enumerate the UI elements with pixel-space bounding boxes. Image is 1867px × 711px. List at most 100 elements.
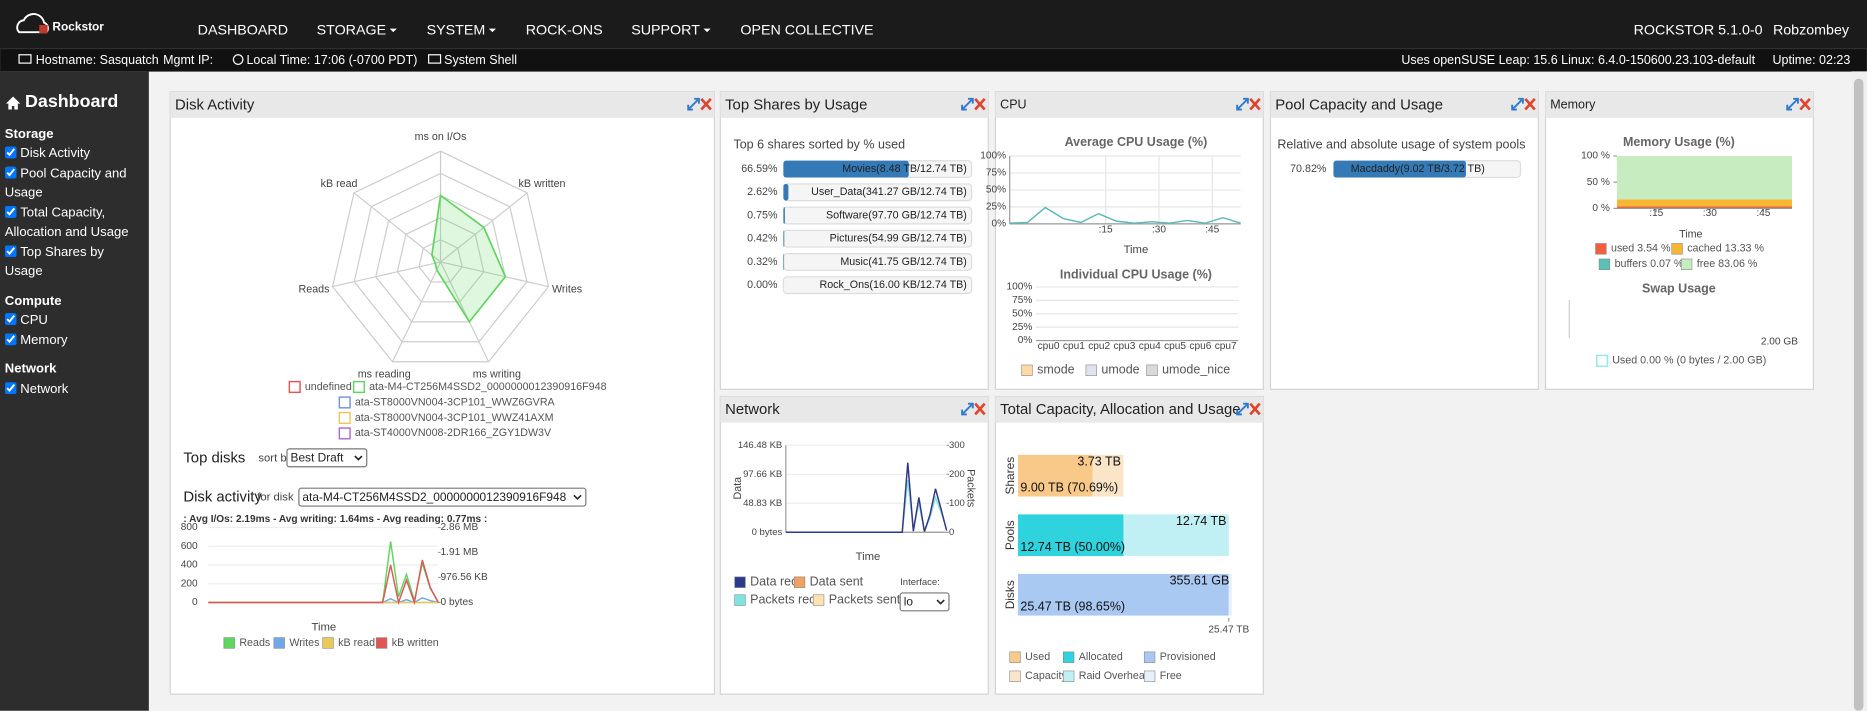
scroll-thumb[interactable] — [1853, 78, 1864, 711]
caret — [703, 28, 711, 33]
area-band — [1616, 155, 1792, 200]
close-button[interactable] — [974, 97, 986, 111]
y-tick-label: 146.48 KB — [738, 440, 782, 451]
home-icon — [5, 96, 21, 110]
close-button[interactable] — [1249, 402, 1261, 416]
nav-link[interactable]: STORAGE — [317, 23, 387, 39]
nav-link[interactable]: ROCK-ONS — [526, 23, 603, 39]
row-label: Disks — [1003, 580, 1017, 609]
sidebar-title: Dashboard — [5, 92, 146, 113]
y-tick-label: 0 % — [1592, 203, 1609, 214]
user-menu[interactable]: Robzombey — [1773, 23, 1850, 39]
expand-button[interactable] — [687, 97, 700, 111]
radar-spoke — [332, 261, 441, 288]
widget-toggle[interactable]: Total Capacity, Allocation and Usage — [4, 203, 146, 242]
checkbox[interactable] — [4, 381, 17, 394]
widget-toggle[interactable]: Network — [4, 379, 146, 399]
legend-label: umode_nice — [1162, 363, 1230, 377]
widget-toggle[interactable]: Pool Capacity and Usage — [4, 164, 146, 203]
widget — [169, 91, 716, 695]
expand-button[interactable] — [961, 97, 974, 111]
expand-button[interactable] — [1786, 97, 1799, 111]
legend-swatch — [1009, 651, 1021, 663]
legend-label: undefined — [305, 381, 352, 393]
y2-tick-label: 200 — [949, 469, 965, 480]
widget-toggle[interactable]: CPU — [4, 311, 146, 331]
widget-title: Memory — [1550, 98, 1596, 112]
close-button[interactable] — [700, 97, 712, 111]
interface-select[interactable] — [899, 592, 950, 612]
widget-toggle[interactable]: Top Shares by Usage — [4, 242, 146, 281]
segment-label: 25.47 TB (98.65%) — [1020, 600, 1125, 614]
y-tick-label: 100 % — [1581, 151, 1610, 162]
checkbox[interactable] — [4, 332, 17, 345]
widget-title: Total Capacity, Allocation and Usage — [1000, 402, 1240, 418]
y-tick-label: 25% — [986, 202, 1006, 213]
legend-swatch — [1021, 364, 1033, 376]
bar-segment — [1092, 454, 1124, 497]
legend-swatch — [734, 576, 746, 588]
series-line — [785, 462, 948, 533]
checkbox[interactable] — [4, 244, 17, 257]
checkbox[interactable] — [4, 166, 17, 179]
close-button[interactable] — [1249, 97, 1261, 111]
select-arrow — [573, 494, 582, 500]
checkbox[interactable] — [4, 146, 17, 159]
legend-label: buffers 0.07 % — [1615, 258, 1684, 270]
widget-title: Top Shares by Usage — [725, 97, 867, 113]
sort-select[interactable] — [286, 448, 368, 468]
legend-label: Provisioned — [1160, 651, 1216, 663]
nav-link[interactable]: OPEN COLLECTIVE — [740, 23, 873, 39]
legend-swatch — [734, 594, 746, 606]
legend-label: Free — [1160, 670, 1182, 682]
widget-header — [995, 396, 1264, 423]
system-shell[interactable]: System Shell — [444, 53, 517, 67]
caret — [389, 28, 397, 33]
segment-label: 9.00 TB (70.69%) — [1020, 480, 1118, 494]
legend-label: Writes — [289, 637, 319, 649]
logo-icon[interactable] — [16, 13, 49, 34]
legend-label: Packets sent — [829, 592, 901, 606]
legend-label: Raid Overhead — [1079, 670, 1151, 682]
radar-ring — [331, 150, 550, 363]
close-button[interactable] — [1799, 97, 1811, 111]
widget-toggle[interactable]: Disk Activity — [4, 144, 146, 164]
disk-label: for disk — [257, 492, 294, 504]
y-tick-label: 75% — [1012, 295, 1032, 306]
close-button[interactable] — [974, 402, 986, 416]
checkbox[interactable] — [4, 313, 17, 326]
close-button[interactable] — [1524, 97, 1536, 111]
widget-header — [720, 396, 989, 423]
sort-label: sort by: — [258, 452, 295, 464]
expand-button[interactable] — [1236, 97, 1249, 111]
y-tick-label: 0% — [992, 219, 1007, 230]
bar — [783, 160, 909, 178]
row-label: Pools — [1003, 520, 1017, 550]
segment-label: 3.73 TB — [1077, 454, 1121, 468]
radar-spoke — [440, 261, 549, 288]
legend-swatch — [1143, 670, 1156, 682]
chart-title: Swap Usage — [1642, 282, 1716, 296]
legend-label: free 83.06 % — [1697, 258, 1758, 270]
nav-link[interactable]: DASHBOARD — [198, 23, 288, 39]
radar-axis-label: kB written — [519, 178, 566, 190]
nav-link[interactable]: SUPPORT — [631, 23, 700, 39]
widget — [719, 395, 989, 695]
legend-swatch — [375, 637, 388, 649]
expand-button[interactable] — [1236, 402, 1249, 416]
percent-label: 0.75% — [747, 209, 778, 221]
disk-select[interactable] — [298, 487, 587, 507]
radar-ring — [375, 194, 506, 323]
x-tick-label: cpu3 — [1113, 341, 1135, 352]
nav-link[interactable]: SYSTEM — [427, 23, 486, 39]
legend-swatch — [812, 594, 825, 606]
bar-segment — [1018, 514, 1124, 557]
brand[interactable]: Rockstor — [52, 20, 104, 34]
expand-button[interactable] — [961, 402, 974, 416]
legend-swatch — [338, 411, 351, 425]
legend-label: umode — [1101, 363, 1139, 377]
expand-button[interactable] — [1511, 97, 1524, 111]
select-value: Best Draft — [291, 451, 345, 465]
checkbox[interactable] — [4, 205, 17, 218]
widget-toggle[interactable]: Memory — [4, 330, 146, 350]
